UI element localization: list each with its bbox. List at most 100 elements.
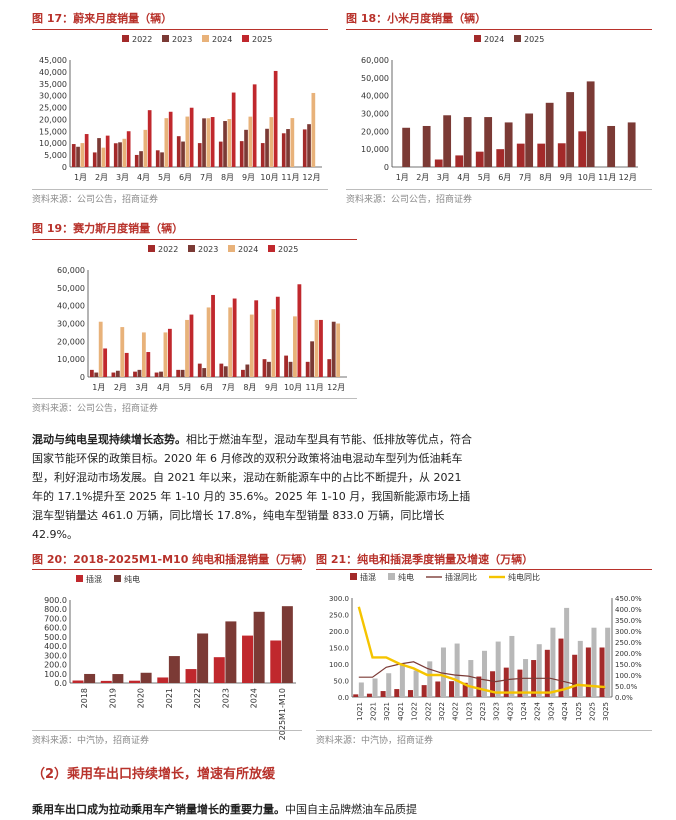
legend-swatch — [122, 35, 129, 42]
x-tick-label: 9月 — [560, 173, 573, 182]
bar — [223, 121, 227, 167]
bar — [140, 672, 152, 683]
bar — [189, 107, 194, 167]
x-tick-label: 1Q21 — [356, 702, 364, 721]
legend-label: 2023 — [198, 245, 218, 254]
bar — [185, 116, 190, 167]
bar — [252, 84, 257, 167]
bar — [265, 128, 269, 167]
bar — [168, 656, 180, 683]
bar — [297, 284, 302, 377]
bar — [293, 316, 297, 377]
y-tick-label: 150.0 — [329, 645, 349, 653]
bar — [353, 694, 359, 697]
bar — [484, 117, 493, 167]
series-line — [357, 606, 606, 694]
y2-tick-label: 250.0% — [615, 639, 642, 647]
bar — [146, 352, 151, 377]
bar — [242, 635, 254, 683]
bar — [157, 677, 169, 683]
legend-swatch — [350, 573, 357, 580]
bar — [163, 332, 168, 377]
fig19-source: 资料来源：公司公告，招商证券 — [32, 404, 159, 414]
y2-tick-label: 300.0% — [615, 628, 642, 636]
y-tick-label: 10,000 — [57, 355, 85, 364]
bar — [245, 364, 250, 377]
x-tick-label: 2Q23 — [479, 702, 487, 721]
bar — [372, 678, 378, 697]
bar — [496, 149, 505, 167]
legend-swatch — [114, 575, 121, 582]
bar — [248, 116, 253, 167]
x-tick-label: 11月 — [306, 383, 324, 392]
bar — [160, 152, 164, 167]
y-tick-label: 0.0 — [338, 694, 349, 702]
bar — [76, 146, 80, 167]
fig17-title-rule — [32, 29, 328, 30]
fig20-source: 资料来源：中汽协，招商证券 — [32, 736, 150, 746]
fig19-source-rule — [32, 398, 357, 399]
bar — [544, 649, 550, 697]
bar — [314, 319, 319, 377]
x-tick-label: 2022 — [193, 688, 202, 708]
y-tick-label: 200.0 — [329, 628, 349, 636]
fig20-title: 图 20：2018-2025M1-M10 纯电和插混销量（万辆） — [32, 553, 314, 566]
x-tick-label: 2Q25 — [588, 702, 596, 721]
bar — [197, 633, 209, 683]
bar — [147, 110, 152, 167]
x-tick-label: 2Q24 — [534, 701, 542, 720]
x-tick-label: 4Q23 — [506, 702, 514, 721]
legend-swatch — [268, 245, 275, 252]
x-tick-label: 9月 — [265, 383, 278, 392]
bar — [422, 125, 431, 167]
bar — [449, 681, 455, 697]
bar — [113, 143, 118, 167]
legend-label: 2022 — [158, 245, 178, 254]
y-tick-label: 100.0 — [329, 661, 349, 669]
bar — [168, 111, 173, 167]
fig18-source: 资料来源：公司公告，招商证券 — [346, 195, 473, 205]
x-tick-label: 8月 — [221, 173, 234, 182]
legend-label: 插混同比 — [445, 572, 477, 582]
x-tick-label: 3Q21 — [383, 702, 391, 721]
bar — [273, 70, 278, 167]
bar — [80, 143, 85, 167]
bar — [137, 369, 142, 377]
bar — [525, 113, 534, 167]
bar — [599, 647, 605, 697]
y-tick-label: 30,000 — [57, 320, 85, 329]
paragraph-lead: 混动与纯电呈现持续增长态势。 — [32, 433, 186, 446]
bar — [366, 693, 372, 697]
x-tick-label: 6月 — [498, 173, 511, 182]
x-tick-label: 1Q22 — [411, 702, 419, 721]
y-tick-label: 100.0 — [44, 670, 67, 679]
bar — [213, 657, 225, 683]
bar — [284, 355, 289, 377]
x-tick-label: 8月 — [243, 383, 256, 392]
bar — [550, 627, 556, 697]
bar — [435, 681, 441, 697]
bar — [331, 321, 336, 377]
bar — [189, 314, 194, 377]
fig20-title-rule — [32, 569, 302, 570]
y-tick-label: 0 — [384, 163, 389, 172]
bar — [197, 143, 202, 167]
bar — [443, 115, 452, 167]
bar — [105, 135, 110, 167]
x-tick-label: 2025M1-M10 — [278, 688, 287, 740]
bar — [270, 640, 282, 683]
x-tick-label: 6月 — [200, 383, 213, 392]
bar — [305, 361, 310, 377]
bar — [134, 154, 139, 167]
x-tick-label: 7月 — [519, 173, 532, 182]
bar — [503, 667, 509, 697]
y-tick-label: 5,000 — [44, 151, 67, 160]
x-tick-label: 11月 — [598, 173, 616, 182]
bar — [281, 606, 293, 683]
y-tick-label: 60,000 — [361, 56, 389, 65]
fig18-chart: 0 10,000 20,000 30,000 40,000 50,000 60,000 1月 2… — [361, 35, 638, 182]
bar — [129, 680, 141, 683]
legend-label: 纯电同比 — [508, 572, 540, 582]
bar — [427, 661, 433, 697]
x-tick-label: 4Q21 — [397, 702, 405, 721]
